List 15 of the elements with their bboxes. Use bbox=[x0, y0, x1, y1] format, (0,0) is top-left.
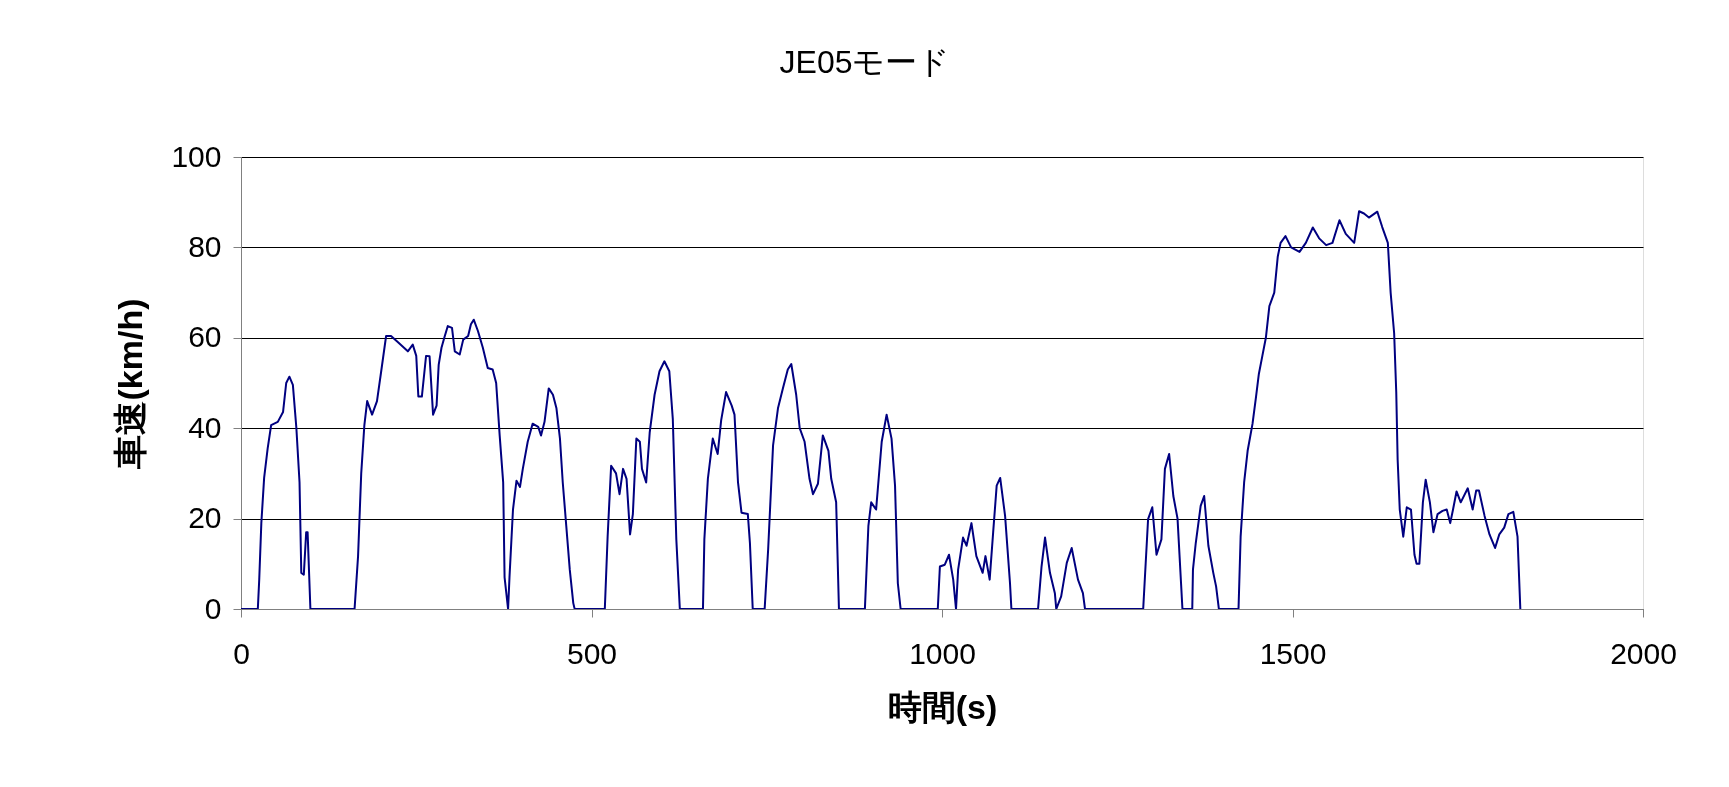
chart-title: JE05モード bbox=[779, 44, 951, 80]
y-tick-label: 20 bbox=[188, 501, 222, 535]
y-tick-label: 100 bbox=[171, 139, 222, 173]
y-axis-title: 車速(km/h) bbox=[111, 298, 150, 470]
y-tick-label: 80 bbox=[188, 229, 222, 263]
y-tick-label: 40 bbox=[188, 410, 222, 444]
line-series bbox=[241, 210, 1522, 609]
x-tick-label: 1500 bbox=[1259, 636, 1327, 670]
x-tick-label: 1000 bbox=[909, 636, 976, 670]
x-axis-title: 時間(s) bbox=[887, 687, 998, 726]
x-tick-label: 500 bbox=[566, 636, 618, 670]
y-tick-label: 0 bbox=[204, 591, 222, 625]
x-tick-label: 2000 bbox=[1610, 636, 1677, 670]
x-tick-label: 0 bbox=[233, 636, 250, 670]
y-tick-label: 60 bbox=[188, 320, 222, 354]
